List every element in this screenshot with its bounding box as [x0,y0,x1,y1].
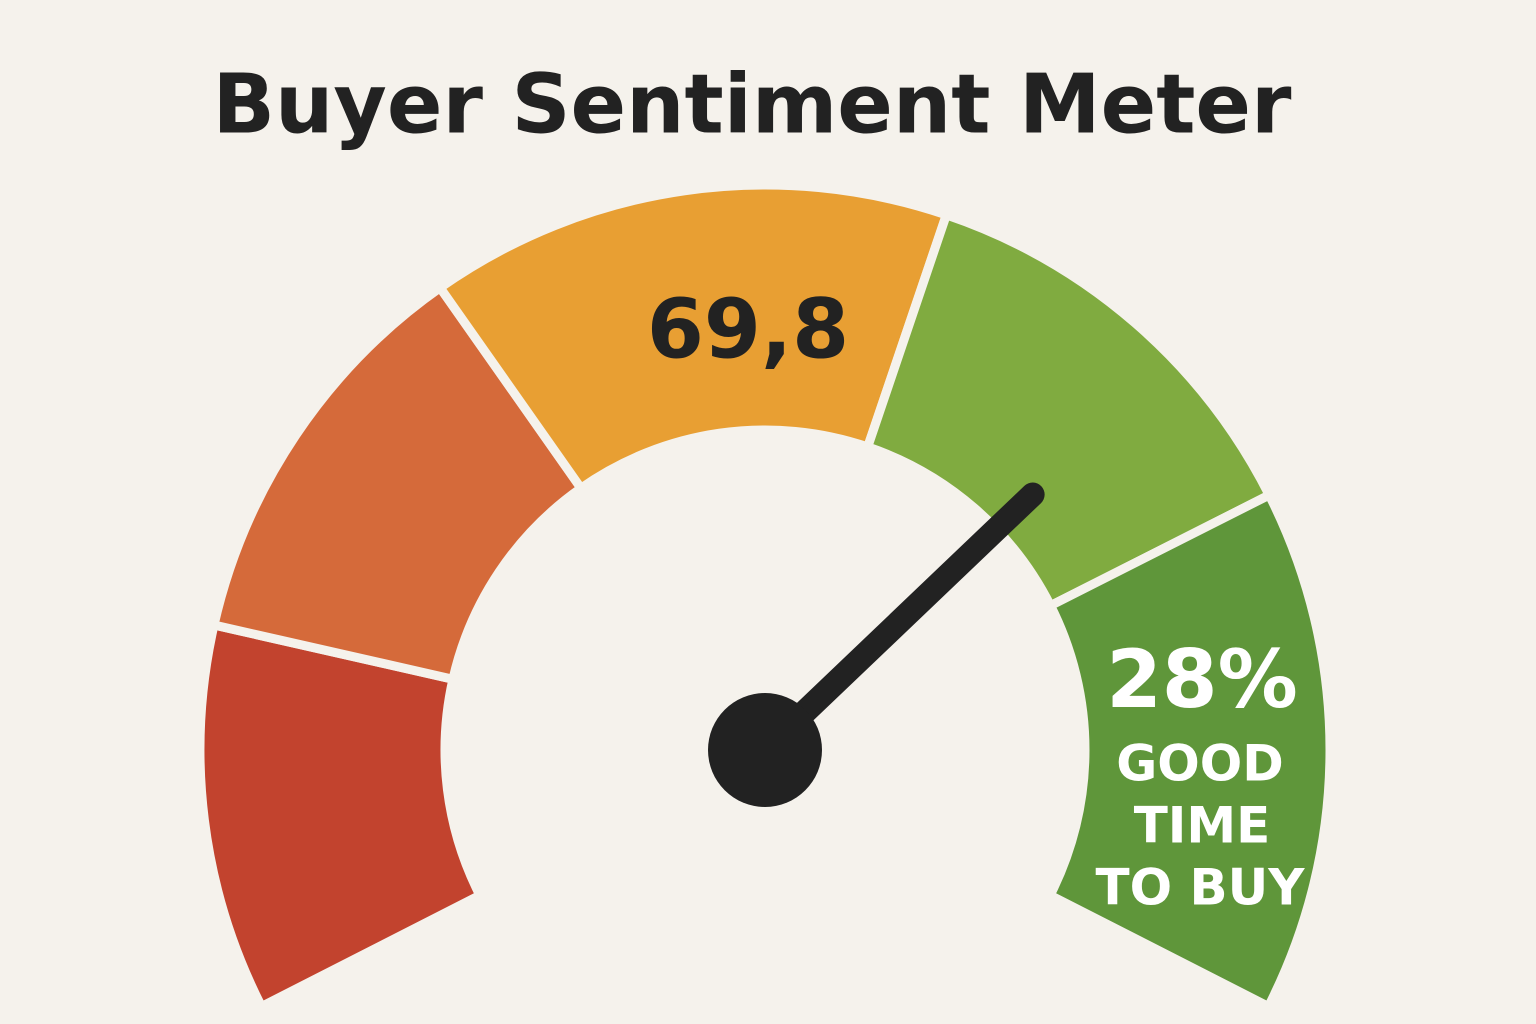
annotation-text: GOOD [1116,735,1284,793]
annotation-text: TIME [1134,797,1271,855]
gauge-segments [195,180,1335,1013]
needle-group [708,482,1045,807]
annotation-text: TO BUY [1096,859,1306,917]
gauge-segment [861,209,1276,612]
annotation-label: 28% [1106,633,1297,726]
gauge-segment [433,180,953,495]
gauge-segment [208,281,588,685]
needle [753,482,1045,762]
chart-title: Buyer Sentiment Meter [213,57,1292,152]
value-label: 69,8 [647,282,849,377]
gauge-segment [195,619,486,1013]
needle-hub [708,693,822,807]
gauge-segment [1044,489,1335,1013]
